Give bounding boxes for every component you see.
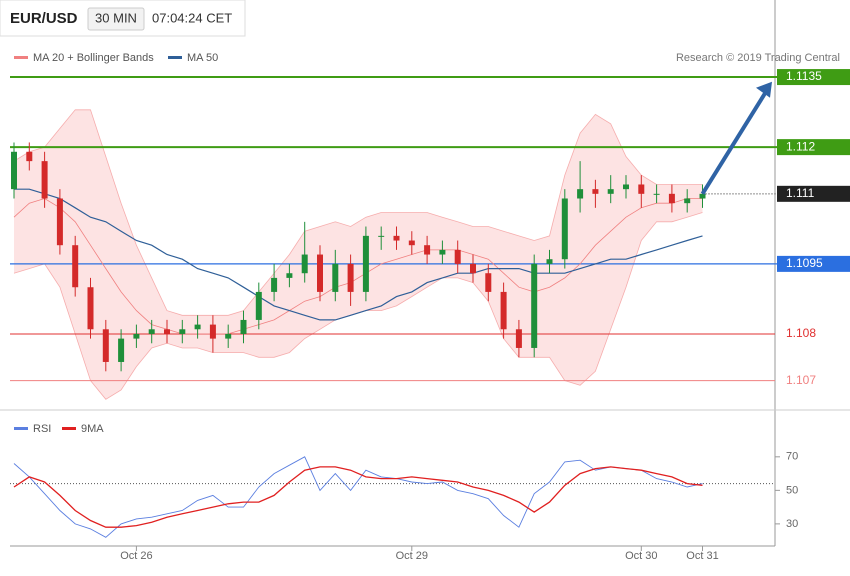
x-tick-label: Oct 29 xyxy=(396,550,428,562)
y-tick-label: 30 xyxy=(786,518,798,530)
candle-body xyxy=(408,240,415,246)
candle-body xyxy=(102,329,109,362)
candle-body xyxy=(194,324,201,330)
level-label: 1.112 xyxy=(786,139,815,153)
candle-body xyxy=(500,291,507,330)
candle-body xyxy=(255,291,262,320)
candle-body xyxy=(668,193,675,204)
candle-body xyxy=(362,235,369,292)
moving-average xyxy=(14,188,703,321)
interval-box xyxy=(87,7,145,31)
x-tick-label: Oct 26 xyxy=(120,550,152,562)
x-tick-label: Oct 30 xyxy=(625,550,657,562)
candle-body xyxy=(485,273,492,292)
candle-body xyxy=(653,193,660,195)
candle-body xyxy=(286,273,293,278)
candle-body xyxy=(439,249,446,255)
moving-average xyxy=(13,198,703,335)
candle-body xyxy=(72,245,79,288)
candle-body xyxy=(209,324,216,339)
legend-label: MA 20 + Bollinger Bands xyxy=(33,52,154,64)
candle-body xyxy=(546,259,553,264)
candle-body xyxy=(56,198,63,246)
forecast-arrow xyxy=(700,90,768,195)
level-label: 1.1135 xyxy=(786,69,822,83)
candle-body xyxy=(240,319,247,334)
candle-body xyxy=(638,184,645,194)
legend-label: RSI xyxy=(33,423,51,435)
symbol: EUR/USD xyxy=(10,10,78,27)
candle-body xyxy=(470,263,476,274)
candle-body xyxy=(592,189,599,194)
candle-body xyxy=(393,235,400,241)
legend-label: MA 50 xyxy=(187,52,218,64)
candle-body xyxy=(118,338,125,362)
candle-body xyxy=(378,235,385,237)
level-label: 1.1095 xyxy=(786,256,823,270)
credit: Research © 2019 Trading Central xyxy=(676,52,840,64)
candle-body xyxy=(271,277,278,292)
candle-body xyxy=(454,249,461,264)
indicator-line xyxy=(13,456,703,538)
bollinger-band xyxy=(14,109,703,400)
level-box xyxy=(777,139,850,156)
candle-body xyxy=(347,263,354,292)
candle-body xyxy=(225,333,232,339)
interval: 30 MIN xyxy=(95,10,137,25)
candle-body xyxy=(133,333,140,339)
level-label: 1.107 xyxy=(786,373,816,387)
indicator-line xyxy=(13,466,703,528)
level-box xyxy=(777,69,850,86)
legend-swatch xyxy=(168,56,182,59)
candle-body xyxy=(515,329,522,348)
candle-body xyxy=(317,254,323,292)
candle-body xyxy=(41,161,48,199)
candle-body xyxy=(623,184,629,190)
candle-body xyxy=(699,193,706,199)
candle-body xyxy=(179,329,186,334)
bollinger-upper xyxy=(13,109,703,316)
candle-body xyxy=(607,189,614,194)
candle-body xyxy=(87,287,94,330)
candle-body xyxy=(684,198,691,204)
candle-body xyxy=(164,329,170,334)
time: 07:04:24 CET xyxy=(152,10,232,25)
candle-body xyxy=(531,263,538,348)
legend-label: 9MA xyxy=(81,423,104,435)
y-tick-label: 50 xyxy=(786,484,798,496)
x-tick-label: Oct 31 xyxy=(686,550,718,562)
level-label: 1.108 xyxy=(786,326,816,340)
legend-swatch xyxy=(14,56,28,59)
candle-body xyxy=(561,198,568,260)
level-label: 1.111 xyxy=(786,186,815,200)
candle-body xyxy=(332,263,339,292)
level-box xyxy=(777,185,850,202)
candle-body xyxy=(11,151,17,190)
legend-swatch xyxy=(62,427,76,430)
legend-swatch xyxy=(14,427,28,430)
y-tick-label: 70 xyxy=(786,451,798,463)
forecast-arrowhead xyxy=(756,81,772,98)
candle-body xyxy=(301,254,308,274)
chart-layer: 1.1135 1.112 1.111 1.1095 1.108 1.107 Oct 26 Oc… xyxy=(10,52,850,562)
candle-body xyxy=(577,189,584,199)
candle-body xyxy=(26,151,33,162)
candle-body xyxy=(424,245,431,255)
candle-body xyxy=(148,329,155,334)
level-box xyxy=(777,255,850,272)
